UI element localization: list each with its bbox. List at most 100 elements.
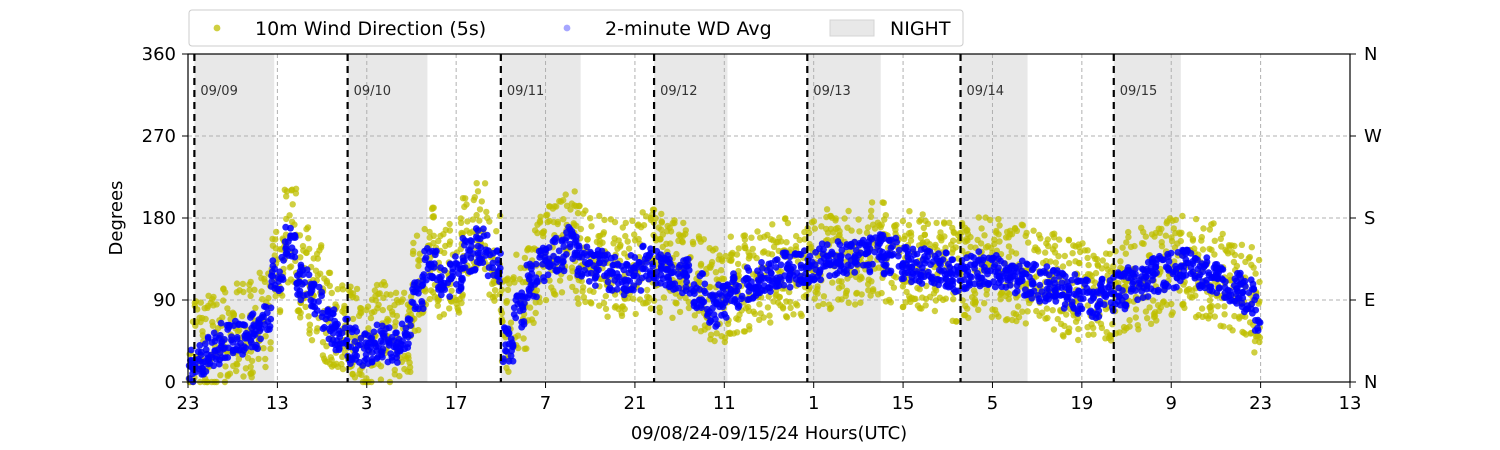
data-point bbox=[299, 267, 307, 274]
data-point bbox=[406, 307, 413, 315]
data-point bbox=[398, 320, 406, 328]
data-point bbox=[735, 245, 742, 252]
data-point bbox=[358, 371, 365, 378]
data-point bbox=[878, 289, 885, 297]
data-point bbox=[818, 223, 825, 230]
data-point bbox=[317, 244, 325, 251]
data-point bbox=[895, 246, 903, 254]
data-point bbox=[339, 286, 347, 293]
data-point bbox=[871, 248, 879, 256]
data-point bbox=[707, 331, 715, 338]
data-point bbox=[402, 331, 409, 339]
data-point bbox=[838, 252, 845, 260]
data-point bbox=[455, 309, 463, 316]
data-point bbox=[908, 264, 916, 271]
data-point bbox=[230, 362, 237, 370]
data-point bbox=[640, 222, 648, 229]
data-point bbox=[491, 287, 499, 294]
data-point bbox=[936, 294, 944, 301]
data-point bbox=[907, 237, 915, 244]
data-point bbox=[851, 301, 859, 308]
data-point bbox=[1237, 252, 1245, 260]
data-point bbox=[287, 232, 295, 240]
data-point bbox=[283, 188, 291, 195]
data-point bbox=[1179, 212, 1186, 220]
data-point bbox=[537, 213, 544, 220]
data-point bbox=[452, 253, 459, 260]
data-point bbox=[1023, 229, 1030, 237]
data-point bbox=[773, 277, 780, 284]
data-point bbox=[377, 363, 385, 370]
data-point bbox=[338, 360, 345, 368]
data-point bbox=[756, 301, 763, 308]
data-point bbox=[430, 232, 437, 239]
data-point bbox=[575, 202, 582, 210]
x-axis-label: 09/08/24-09/15/24 Hours(UTC) bbox=[631, 423, 907, 444]
data-point bbox=[599, 231, 607, 238]
data-point bbox=[187, 346, 195, 354]
data-point bbox=[306, 330, 313, 337]
data-point bbox=[1219, 230, 1226, 238]
data-point bbox=[707, 317, 715, 325]
data-point bbox=[881, 216, 888, 223]
data-point bbox=[997, 257, 1004, 265]
data-point bbox=[1110, 290, 1118, 297]
data-point bbox=[588, 300, 595, 307]
data-point bbox=[793, 269, 801, 277]
data-point bbox=[536, 254, 544, 261]
data-point bbox=[247, 363, 254, 370]
data-point bbox=[486, 291, 493, 298]
data-point bbox=[582, 298, 589, 306]
data-point bbox=[264, 326, 271, 334]
data-point bbox=[1229, 327, 1236, 334]
data-point bbox=[790, 311, 797, 318]
data-point bbox=[276, 307, 284, 314]
data-point bbox=[332, 301, 339, 308]
data-point bbox=[761, 248, 768, 255]
data-point bbox=[635, 235, 642, 243]
y-tick-label: 360 bbox=[142, 44, 176, 65]
data-point bbox=[974, 273, 982, 280]
data-point bbox=[197, 299, 204, 306]
data-point bbox=[908, 273, 916, 281]
data-point bbox=[1211, 237, 1219, 244]
data-point bbox=[349, 290, 357, 297]
data-point bbox=[829, 279, 836, 286]
data-point bbox=[869, 260, 876, 268]
data-point bbox=[481, 180, 489, 187]
data-point bbox=[631, 254, 639, 261]
data-point bbox=[235, 355, 243, 363]
data-point bbox=[353, 295, 360, 302]
data-point bbox=[1134, 322, 1142, 329]
data-point bbox=[614, 280, 622, 287]
data-point bbox=[787, 304, 794, 312]
data-point bbox=[566, 274, 574, 281]
data-point bbox=[602, 292, 609, 300]
data-point bbox=[737, 295, 745, 303]
data-point bbox=[242, 365, 250, 372]
data-point bbox=[258, 288, 265, 295]
data-point bbox=[745, 255, 753, 262]
data-point bbox=[818, 240, 826, 248]
data-point bbox=[826, 272, 833, 280]
data-point bbox=[1005, 253, 1013, 261]
data-point bbox=[387, 291, 394, 298]
data-point bbox=[542, 296, 550, 304]
data-point bbox=[425, 260, 433, 268]
data-point bbox=[367, 314, 375, 322]
data-point bbox=[422, 254, 430, 261]
data-point bbox=[313, 328, 320, 335]
data-point bbox=[368, 334, 376, 342]
data-point bbox=[950, 229, 958, 237]
data-point bbox=[1149, 269, 1157, 277]
data-point bbox=[920, 224, 927, 232]
data-point bbox=[785, 276, 793, 284]
data-point bbox=[820, 300, 827, 308]
data-point bbox=[745, 307, 753, 315]
data-point bbox=[905, 221, 913, 229]
data-point bbox=[1129, 278, 1137, 286]
data-point bbox=[733, 329, 741, 336]
data-point bbox=[497, 249, 504, 257]
data-point bbox=[553, 256, 561, 263]
